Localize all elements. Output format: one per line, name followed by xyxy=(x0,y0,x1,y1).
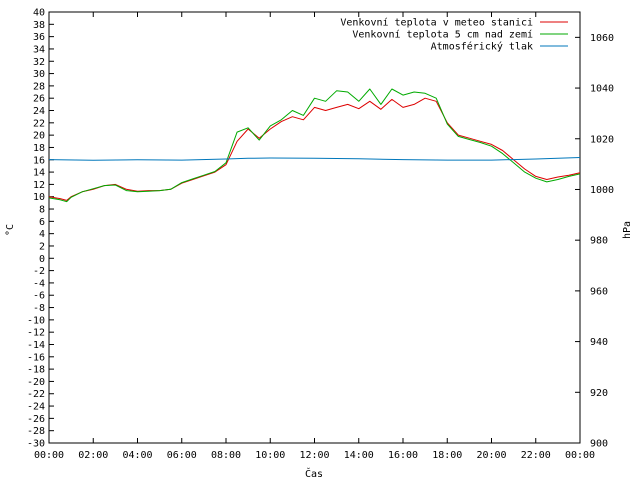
ticks-layer: 4038363432302826242220181614121086420-2-… xyxy=(27,8,614,462)
y-tick-label: 12 xyxy=(33,180,45,191)
y-tick-label: 18 xyxy=(33,143,45,154)
y-tick-label: 24 xyxy=(33,106,45,117)
y-tick-label: 30 xyxy=(33,69,45,80)
series-layer xyxy=(48,88,581,203)
x-tick-label: 12:00 xyxy=(299,450,329,461)
x-tick-label: 06:00 xyxy=(167,450,197,461)
x-axis-label: Čas xyxy=(305,467,323,480)
legend: Venkovní teplota v meteo staniciVenkovní… xyxy=(340,17,568,53)
y-tick-label: 6 xyxy=(39,217,45,228)
x-tick-label: 22:00 xyxy=(521,450,551,461)
y-tick-label: 10 xyxy=(33,192,45,203)
x-tick-label: 00:00 xyxy=(565,450,595,461)
y-tick-label: 2 xyxy=(39,241,45,252)
y-tick-label: -20 xyxy=(27,377,45,388)
y2-tick-label: 960 xyxy=(590,286,608,297)
legend-label: Venkovní teplota 5 cm nad zemí xyxy=(352,29,533,41)
x-tick-label: 10:00 xyxy=(255,450,285,461)
y-tick-label: 34 xyxy=(33,44,45,55)
y-tick-label: -30 xyxy=(27,439,45,450)
y-axis-label: °C xyxy=(5,224,16,236)
y-tick-label: 4 xyxy=(39,229,45,240)
y-tick-label: 32 xyxy=(33,57,45,68)
y-tick-label: 28 xyxy=(33,81,45,92)
y-tick-label: 36 xyxy=(33,32,45,43)
y-tick-label: -8 xyxy=(33,303,45,314)
y-tick-label: 8 xyxy=(39,205,45,216)
y2-tick-label: 1000 xyxy=(590,185,614,196)
y-tick-label: 14 xyxy=(33,168,45,179)
y-tick-label: -22 xyxy=(27,389,45,400)
y-tick-label: -18 xyxy=(27,365,45,376)
y-tick-label: -28 xyxy=(27,426,45,437)
legend-label: Atmosférický tlak xyxy=(431,41,533,53)
y-tick-label: -6 xyxy=(33,291,45,302)
x-tick-label: 14:00 xyxy=(344,450,374,461)
x-tick-label: 08:00 xyxy=(211,450,241,461)
x-tick-label: 02:00 xyxy=(78,450,108,461)
y-tick-label: -14 xyxy=(27,340,45,351)
y-tick-label: 40 xyxy=(33,8,45,19)
x-tick-label: 20:00 xyxy=(476,450,506,461)
series-line-0 xyxy=(48,97,581,201)
y-tick-label: 0 xyxy=(39,254,45,265)
y-tick-label: 22 xyxy=(33,118,45,129)
y2-tick-label: 980 xyxy=(590,236,608,247)
y-tick-label: -24 xyxy=(27,402,45,413)
x-tick-label: 18:00 xyxy=(432,450,462,461)
y-tick-label: -4 xyxy=(33,278,45,289)
y-tick-label: 38 xyxy=(33,20,45,31)
y2-tick-label: 920 xyxy=(590,388,608,399)
y2-tick-label: 1040 xyxy=(590,84,614,95)
x-tick-label: 16:00 xyxy=(388,450,418,461)
y-tick-label: -26 xyxy=(27,414,45,425)
legend-label: Venkovní teplota v meteo stanici xyxy=(340,17,533,29)
y-tick-label: -2 xyxy=(33,266,45,277)
x-tick-label: 04:00 xyxy=(122,450,152,461)
series-line-1 xyxy=(48,88,581,203)
x-tick-label: 00:00 xyxy=(34,450,64,461)
y-tick-label: 20 xyxy=(33,131,45,142)
y-tick-label: -16 xyxy=(27,352,45,363)
y2-tick-label: 900 xyxy=(590,439,608,450)
y-tick-label: 16 xyxy=(33,155,45,166)
y-tick-label: -12 xyxy=(27,328,45,339)
y2-tick-label: 1020 xyxy=(590,134,614,145)
plot-frame xyxy=(48,11,581,444)
series-line-2 xyxy=(48,157,581,161)
y-tick-label: 26 xyxy=(33,94,45,105)
y2-axis-label: hPa xyxy=(622,221,633,239)
y2-tick-label: 940 xyxy=(590,337,608,348)
y-tick-label: -10 xyxy=(27,315,45,326)
y2-tick-label: 1060 xyxy=(590,33,614,44)
